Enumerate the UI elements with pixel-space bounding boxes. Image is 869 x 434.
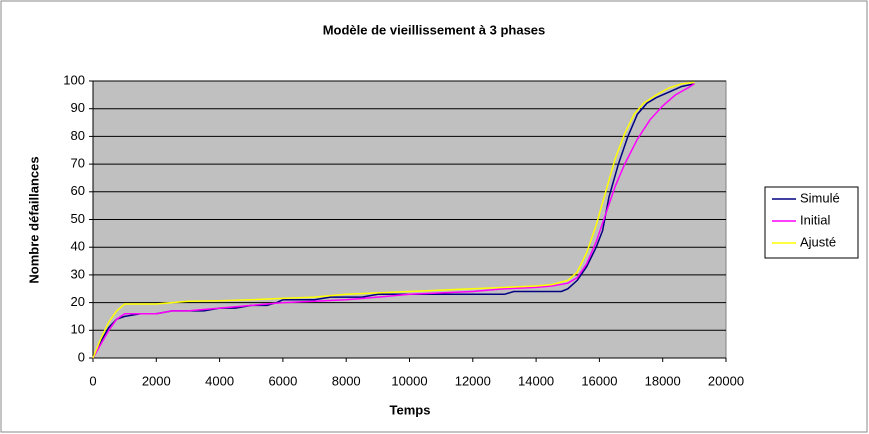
y-tick-label: 40 [71,239,85,254]
x-tick-label: 0 [89,373,96,388]
y-tick-label: 10 [71,322,85,337]
y-tick-label: 100 [63,72,85,87]
series-line [92,81,695,359]
x-tick-label: 6000 [268,373,297,388]
y-axis-label: Nombre défaillances [26,156,41,283]
x-axis-label: Temps [390,402,431,417]
legend-label: Simulé [800,190,840,205]
legend-label: Initial [800,212,830,227]
x-tick-label: 20000 [708,373,744,388]
y-tick-label: 20 [71,294,85,309]
y-tick-label: 80 [71,128,85,143]
y-tick-label: 50 [71,211,85,226]
x-tick-label: 4000 [205,373,234,388]
y-tick-label: 70 [71,156,85,171]
x-tick-label: 10000 [391,373,427,388]
x-tick-label: 16000 [581,373,617,388]
x-tick-label: 8000 [332,373,361,388]
y-tick-label: 0 [78,349,85,364]
y-tick-label: 60 [71,183,85,198]
series-line [92,83,695,359]
x-tick-label: 14000 [518,373,554,388]
x-tick-label: 12000 [455,373,491,388]
x-tick-label: 18000 [645,373,681,388]
y-tick-label: 90 [71,100,85,115]
chart-title: Modèle de vieillissement à 3 phases [323,22,546,37]
legend-label: Ajusté [800,234,836,249]
y-tick-label: 30 [71,266,85,281]
x-tick-label: 2000 [142,373,171,388]
